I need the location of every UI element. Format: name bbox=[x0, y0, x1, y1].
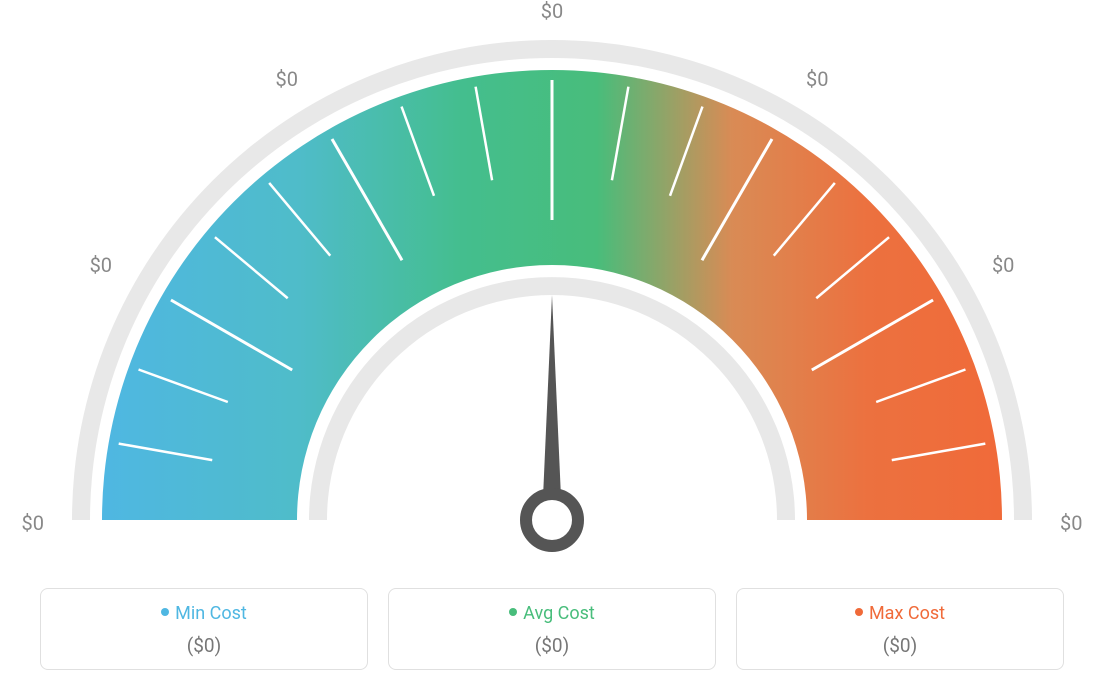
legend-box-max: Max Cost ($0) bbox=[736, 588, 1064, 670]
svg-text:$0: $0 bbox=[90, 253, 112, 277]
legend-title-max: Max Cost bbox=[755, 603, 1045, 624]
legend-dot-avg bbox=[509, 608, 517, 616]
legend-value-avg: ($0) bbox=[407, 634, 697, 657]
legend-value-min: ($0) bbox=[59, 634, 349, 657]
legend-title-min: Min Cost bbox=[59, 603, 349, 624]
svg-text:$0: $0 bbox=[276, 67, 298, 91]
svg-text:$0: $0 bbox=[806, 67, 828, 91]
gauge-chart-container: $0 $0 $0 $0 $0 $0 $0 Min Cost ($0) Avg Cost ($… bbox=[0, 0, 1104, 690]
svg-text:$0: $0 bbox=[22, 511, 44, 535]
svg-text:$0: $0 bbox=[992, 253, 1014, 277]
legend-label-max: Max Cost bbox=[869, 603, 945, 624]
svg-text:$0: $0 bbox=[1060, 511, 1082, 535]
legend-box-min: Min Cost ($0) bbox=[40, 588, 368, 670]
legend-box-avg: Avg Cost ($0) bbox=[388, 588, 716, 670]
legend-row: Min Cost ($0) Avg Cost ($0) Max Cost ($0… bbox=[40, 588, 1064, 670]
legend-value-max: ($0) bbox=[755, 634, 1045, 657]
legend-dot-min bbox=[161, 608, 169, 616]
svg-text:$0: $0 bbox=[541, 0, 563, 23]
legend-label-avg: Avg Cost bbox=[523, 603, 595, 624]
legend-title-avg: Avg Cost bbox=[407, 603, 697, 624]
legend-dot-max bbox=[855, 608, 863, 616]
legend-label-min: Min Cost bbox=[175, 603, 247, 624]
gauge-chart: $0 $0 $0 $0 $0 $0 $0 bbox=[0, 0, 1104, 560]
